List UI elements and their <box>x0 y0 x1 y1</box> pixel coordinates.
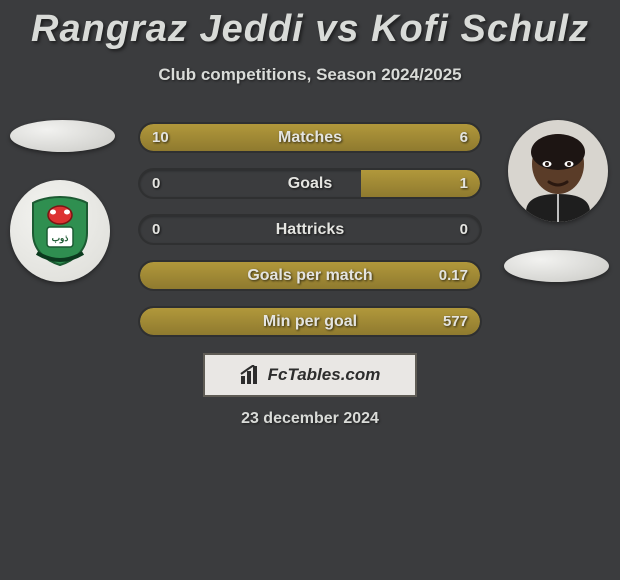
page-title: Rangraz Jeddi vs Kofi Schulz <box>0 0 620 51</box>
svg-text:ذوب: ذوب <box>52 233 69 244</box>
player-left-col: ذوب <box>10 120 120 282</box>
club-badge-right-placeholder <box>504 250 609 282</box>
stat-row: 01Goals <box>140 170 480 197</box>
player-right-col <box>500 120 610 282</box>
stat-label: Hattricks <box>140 216 480 243</box>
stat-row: 00Hattricks <box>140 216 480 243</box>
player-left-silhouette-placeholder <box>10 120 115 152</box>
brand-text: FcTables.com <box>268 365 381 385</box>
stat-row: 106Matches <box>140 124 480 151</box>
bars-icon <box>240 365 262 385</box>
stats-bars: 106Matches 01Goals 00Hattricks 0.17Goals pe… <box>140 124 480 354</box>
date-text: 23 december 2024 <box>0 410 620 428</box>
stat-label: Goals <box>140 170 480 197</box>
stat-row: 0.17Goals per match <box>140 262 480 289</box>
subtitle: Club competitions, Season 2024/2025 <box>0 65 620 85</box>
club-crest-icon: ذوب <box>25 195 95 267</box>
stat-label: Matches <box>140 124 480 151</box>
stat-label: Min per goal <box>140 308 480 335</box>
brand-box[interactable]: FcTables.com <box>203 353 417 397</box>
club-badge-left: ذوب <box>10 180 110 282</box>
stat-row: 577Min per goal <box>140 308 480 335</box>
player-right-photo <box>508 120 608 222</box>
stat-label: Goals per match <box>140 262 480 289</box>
